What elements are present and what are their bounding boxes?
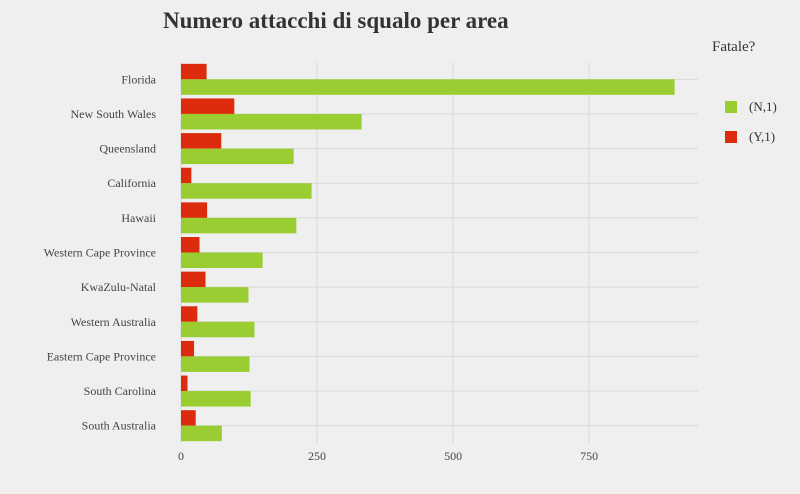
bar-y1 bbox=[181, 237, 200, 253]
bar-y1 bbox=[181, 306, 198, 322]
bar-y1 bbox=[181, 202, 208, 218]
x-tick-label: 750 bbox=[580, 449, 598, 463]
bar-y1 bbox=[181, 133, 222, 149]
bar-y1 bbox=[181, 63, 207, 80]
bar-n1 bbox=[181, 217, 297, 234]
bar-y1 bbox=[181, 98, 235, 114]
y-tick-label: Hawaii bbox=[121, 211, 156, 225]
y-tick-label: South Carolina bbox=[84, 384, 157, 398]
legend-swatch-y1 bbox=[725, 131, 737, 143]
legend-item-y1[interactable]: (Y,1) bbox=[725, 129, 775, 145]
bar-n1 bbox=[181, 356, 250, 372]
bar-y1 bbox=[181, 410, 196, 426]
y-tick-label: Queensland bbox=[99, 142, 156, 156]
y-tick-label: Eastern Cape Province bbox=[47, 349, 156, 363]
y-tick-label: Western Cape Province bbox=[44, 246, 156, 260]
legend-item-n1[interactable]: (N,1) bbox=[725, 99, 777, 115]
y-tick-label: KwaZulu-Natal bbox=[81, 280, 157, 294]
bar-n1 bbox=[181, 425, 222, 442]
legend-title: Fatale? bbox=[712, 39, 756, 55]
y-tick-label: Western Australia bbox=[71, 315, 157, 329]
bar-n1 bbox=[181, 321, 255, 338]
bar-n1 bbox=[181, 287, 249, 303]
x-tick-label: 0 bbox=[178, 449, 184, 463]
bar-n1 bbox=[181, 391, 251, 407]
bar-n1 bbox=[181, 252, 263, 268]
y-tick-label: Florida bbox=[121, 72, 156, 86]
legend-swatch-n1 bbox=[725, 101, 737, 113]
x-tick-label: 250 bbox=[308, 449, 326, 463]
y-tick-label: New South Wales bbox=[71, 107, 157, 121]
y-tick-label: California bbox=[107, 176, 156, 190]
bar-n1 bbox=[181, 79, 675, 95]
bar-y1 bbox=[181, 167, 192, 184]
x-tick-label: 500 bbox=[444, 449, 462, 463]
bar-n1 bbox=[181, 148, 294, 165]
bar-y1 bbox=[181, 375, 188, 392]
bar-n1 bbox=[181, 183, 312, 199]
bar-y1 bbox=[181, 340, 195, 357]
bar-y1 bbox=[181, 271, 206, 288]
chart-title: Numero attacchi di squalo per area bbox=[163, 8, 509, 33]
legend-label-n1: (N,1) bbox=[749, 99, 777, 114]
legend-label-y1: (Y,1) bbox=[749, 129, 776, 144]
y-tick-label: South Australia bbox=[82, 419, 157, 433]
bar-n1 bbox=[181, 113, 362, 130]
